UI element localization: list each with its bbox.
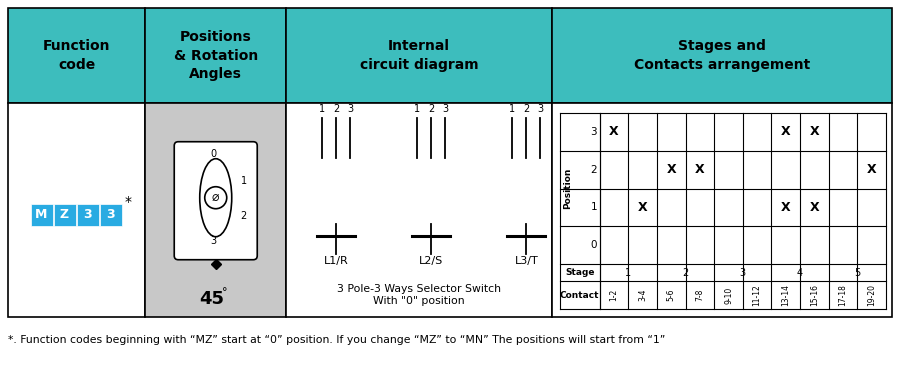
- Text: Stage: Stage: [565, 268, 594, 277]
- Text: 5: 5: [854, 267, 860, 278]
- FancyBboxPatch shape: [175, 142, 257, 260]
- Text: 17-18: 17-18: [839, 284, 848, 306]
- Text: L1/R: L1/R: [324, 256, 349, 266]
- Bar: [53, 204, 76, 226]
- Text: Z: Z: [60, 209, 69, 222]
- Bar: [76, 204, 98, 226]
- Text: Stages and
Contacts arrangement: Stages and Contacts arrangement: [634, 39, 810, 72]
- Text: 13-14: 13-14: [781, 284, 790, 306]
- Text: X: X: [781, 125, 790, 138]
- Text: 3 Pole-3 Ways Selector Switch
With "0" position: 3 Pole-3 Ways Selector Switch With "0" p…: [338, 284, 501, 306]
- Bar: [8, 103, 145, 317]
- Text: 2: 2: [590, 165, 597, 175]
- Bar: [8, 8, 145, 103]
- Text: 1: 1: [590, 202, 597, 212]
- Text: X: X: [867, 163, 877, 176]
- Text: 3: 3: [443, 104, 448, 114]
- Text: 3-4: 3-4: [638, 289, 647, 301]
- Text: 1: 1: [320, 104, 326, 114]
- Text: 1: 1: [240, 176, 247, 186]
- Bar: [552, 8, 892, 103]
- Text: 3: 3: [740, 267, 746, 278]
- Circle shape: [204, 187, 227, 209]
- Text: 1: 1: [414, 104, 420, 114]
- Text: ⌀: ⌀: [212, 191, 220, 204]
- Text: X: X: [666, 163, 676, 176]
- Text: X: X: [638, 201, 647, 214]
- Text: *. Function codes beginning with “MZ” start at “0” position. If you change “MZ” : *. Function codes beginning with “MZ” st…: [8, 335, 665, 345]
- Bar: [31, 204, 52, 226]
- Text: 4: 4: [797, 267, 803, 278]
- Text: X: X: [609, 125, 619, 138]
- Text: 2: 2: [240, 211, 247, 221]
- Text: 3: 3: [83, 209, 92, 222]
- Text: X: X: [781, 201, 790, 214]
- Text: 1-2: 1-2: [609, 289, 618, 301]
- Text: 0: 0: [590, 240, 597, 250]
- Text: 1: 1: [626, 267, 632, 278]
- Text: 2: 2: [333, 104, 339, 114]
- Text: 5-6: 5-6: [667, 289, 676, 301]
- Ellipse shape: [200, 159, 231, 237]
- Text: X: X: [810, 125, 819, 138]
- Text: 3: 3: [347, 104, 354, 114]
- Text: Function
code: Function code: [43, 39, 111, 72]
- Bar: [145, 103, 286, 317]
- Bar: [286, 103, 552, 317]
- Text: Contact: Contact: [560, 291, 599, 300]
- Text: 3: 3: [537, 104, 544, 114]
- Text: 45: 45: [199, 290, 224, 308]
- Text: 3: 3: [590, 127, 597, 137]
- Text: M: M: [35, 209, 48, 222]
- Text: L2/S: L2/S: [419, 256, 444, 266]
- Text: 15-16: 15-16: [810, 284, 819, 306]
- Text: X: X: [695, 163, 705, 176]
- Bar: [100, 204, 122, 226]
- Bar: [552, 103, 892, 317]
- Text: 2: 2: [523, 104, 529, 114]
- Text: 3: 3: [106, 209, 115, 222]
- Text: 1: 1: [509, 104, 516, 114]
- Text: 3: 3: [211, 236, 217, 246]
- Text: Positions
& Rotation
Angles: Positions & Rotation Angles: [174, 30, 258, 81]
- Text: °: °: [222, 287, 228, 297]
- Bar: [145, 8, 286, 103]
- Text: L3/T: L3/T: [515, 256, 538, 266]
- Text: 11-12: 11-12: [752, 284, 761, 306]
- Text: 0: 0: [211, 149, 217, 159]
- Text: 2: 2: [428, 104, 435, 114]
- Text: 19-20: 19-20: [868, 284, 877, 306]
- Text: 2: 2: [682, 267, 688, 278]
- Bar: [286, 8, 552, 103]
- Text: *: *: [125, 195, 132, 209]
- Text: Internal
circuit diagram: Internal circuit diagram: [360, 39, 479, 72]
- Text: X: X: [810, 201, 819, 214]
- Text: 9-10: 9-10: [724, 286, 733, 304]
- Text: Position: Position: [563, 168, 572, 209]
- Text: 7-8: 7-8: [696, 289, 705, 301]
